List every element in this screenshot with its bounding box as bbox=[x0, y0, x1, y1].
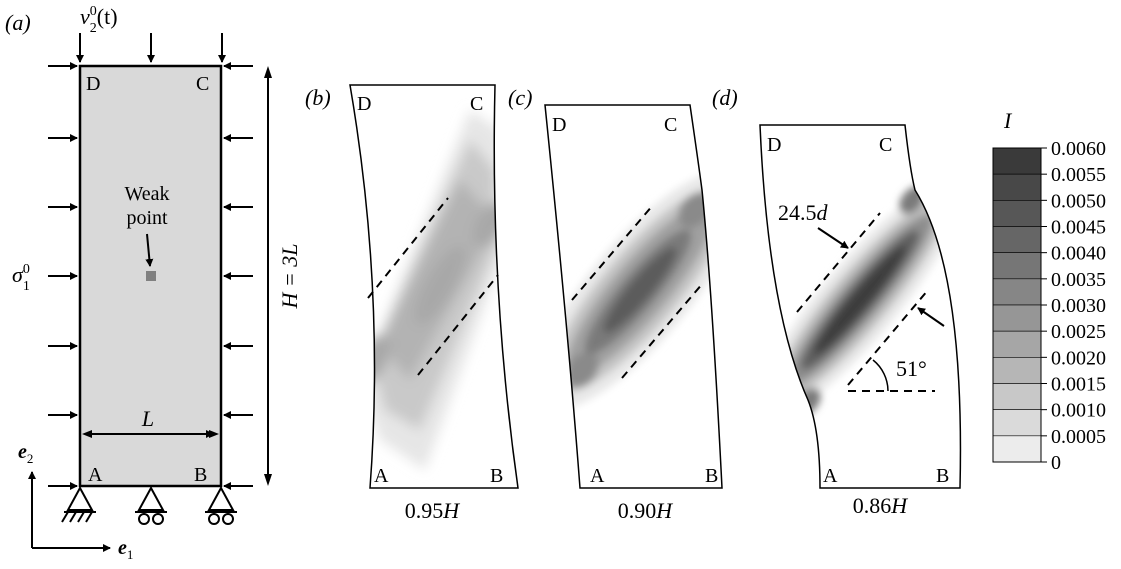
caption-c: 0.90H bbox=[618, 498, 674, 523]
colorbar-tick-label: 0.0060 bbox=[1051, 138, 1106, 160]
velocity-label: v0 2(t) bbox=[80, 4, 118, 36]
caption-d: 0.86H bbox=[853, 493, 909, 518]
axis-e2-label: e2 bbox=[18, 441, 33, 466]
roller-support-right bbox=[205, 485, 237, 525]
colorbar-swatch bbox=[992, 173, 1042, 201]
weak-point-marker bbox=[146, 271, 156, 281]
colorbar-swatch bbox=[992, 200, 1042, 227]
corner-label-a-c: A bbox=[590, 465, 605, 487]
band-boundary-upper-b bbox=[367, 197, 449, 299]
axis-e1-label: e1 bbox=[118, 537, 133, 562]
weak-point-arrow bbox=[145, 233, 154, 267]
band-boundary-lower-c bbox=[621, 282, 704, 379]
height-label: H = 3L bbox=[277, 244, 302, 310]
colorbar-tick-label: 0.0010 bbox=[1051, 400, 1106, 422]
height-dimension-arrow-bottom bbox=[264, 474, 272, 486]
band-width-label: 24.5d bbox=[778, 200, 829, 225]
corner-label-b: B bbox=[194, 464, 207, 486]
caption-b: 0.95H bbox=[405, 498, 461, 523]
colorbar-title: I bbox=[1003, 108, 1013, 133]
panel-c-label: (c) bbox=[508, 85, 532, 110]
confining-stress-label: σ0 1 bbox=[12, 262, 30, 294]
height-dimension-arrow-top bbox=[264, 66, 272, 78]
width-label: L bbox=[141, 406, 154, 431]
panel-b: (b) D C A B 0.95H bbox=[305, 84, 519, 523]
colorbar-swatch bbox=[992, 409, 1042, 437]
roller-support-middle bbox=[135, 485, 167, 525]
colorbar-tick-label: 0.0025 bbox=[1051, 321, 1106, 343]
corner-label-d-c: D bbox=[552, 114, 566, 136]
colorbar-tick-label: 0.0015 bbox=[1051, 374, 1106, 396]
right-pressure-arrows bbox=[223, 62, 253, 490]
corner-label-b-d: B bbox=[936, 465, 949, 487]
colorbar-tick-label: 0.0045 bbox=[1051, 217, 1106, 239]
corner-label-b-b: B bbox=[490, 465, 503, 487]
contour-field-b bbox=[353, 110, 508, 470]
corner-label-d-d: D bbox=[767, 134, 781, 156]
specimen-outline-b bbox=[349, 84, 519, 489]
coordinate-axes bbox=[28, 471, 111, 552]
colorbar-swatch bbox=[992, 435, 1042, 463]
angle-arc bbox=[872, 359, 889, 392]
colorbar-swatches bbox=[992, 147, 1042, 463]
contour-field-d bbox=[760, 182, 961, 418]
specimen-outline-d bbox=[759, 124, 962, 489]
band-boundary-upper-c bbox=[571, 204, 654, 301]
specimen-outline-c bbox=[544, 104, 723, 489]
colorbar-swatch bbox=[992, 278, 1042, 306]
panel-b-label: (b) bbox=[305, 85, 331, 110]
colorbar-tick-label: 0.0055 bbox=[1051, 164, 1106, 186]
corner-label-a: A bbox=[88, 464, 103, 486]
colorbar-swatch bbox=[992, 252, 1042, 280]
corner-label-c-c: C bbox=[664, 114, 677, 136]
colorbar-swatch bbox=[992, 383, 1042, 410]
colorbar-swatch bbox=[992, 226, 1042, 253]
colorbar-swatch bbox=[992, 357, 1042, 384]
weak-point-label-line2: point bbox=[126, 207, 168, 229]
width-dimension-arrow-left bbox=[82, 430, 92, 438]
colorbar-tick-labels: 0.0060 0.0055 0.0050 0.0045 0.0040 0.0035 0.00… bbox=[1041, 138, 1106, 474]
corner-label-d: D bbox=[86, 73, 100, 95]
colorbar-tick-label: 0 bbox=[1051, 452, 1061, 474]
panel-a-label: (a) bbox=[5, 10, 31, 35]
contour-field-c bbox=[545, 170, 722, 410]
top-load-arrows bbox=[76, 33, 226, 63]
band-boundary-lower-d bbox=[847, 289, 929, 386]
colorbar-tick-label: 0.0030 bbox=[1051, 295, 1106, 317]
band-width-arrow-lower bbox=[917, 307, 945, 327]
colorbar-swatch bbox=[992, 330, 1042, 358]
angle-label: 51° bbox=[896, 356, 927, 381]
weak-point-label-line1: Weak bbox=[124, 183, 169, 205]
panel-d: (d) 24.5d 51° D C A B 0.86H bbox=[712, 85, 962, 518]
colorbar-tick-label: 0.0035 bbox=[1051, 269, 1106, 291]
colorbar-tick-label: 0.0005 bbox=[1051, 426, 1106, 448]
band-boundary-lower-b bbox=[417, 274, 499, 376]
colorbar-tick-label: 0.0040 bbox=[1051, 243, 1106, 265]
corner-label-c-b: C bbox=[470, 93, 483, 115]
corner-label-a-d: A bbox=[823, 465, 838, 487]
colorbar-tick-label: 0.0020 bbox=[1051, 347, 1106, 369]
panel-a: (a) v0 2(t) D C A B Weak point bbox=[5, 4, 302, 562]
corner-label-c: C bbox=[196, 73, 209, 95]
band-width-arrow-upper bbox=[817, 227, 849, 249]
pin-support bbox=[61, 485, 96, 523]
panel-c: (c) D C A B 0.90H bbox=[508, 85, 723, 523]
left-pressure-arrows bbox=[48, 62, 78, 490]
width-dimension-arrow-right bbox=[209, 430, 219, 438]
band-boundary-upper-d bbox=[796, 212, 881, 313]
corner-label-c-d: C bbox=[879, 134, 892, 156]
colorbar: I 0.00600.00550.00500.00450.00400.00350.… bbox=[992, 108, 1106, 474]
colorbar-swatch bbox=[992, 304, 1042, 332]
colorbar-tick-label: 0.0050 bbox=[1051, 190, 1106, 212]
corner-label-a-b: A bbox=[374, 465, 389, 487]
corner-label-b-c: B bbox=[705, 465, 718, 487]
colorbar-swatch bbox=[992, 147, 1042, 175]
panel-d-label: (d) bbox=[712, 85, 738, 110]
corner-label-d-b: D bbox=[357, 93, 371, 115]
